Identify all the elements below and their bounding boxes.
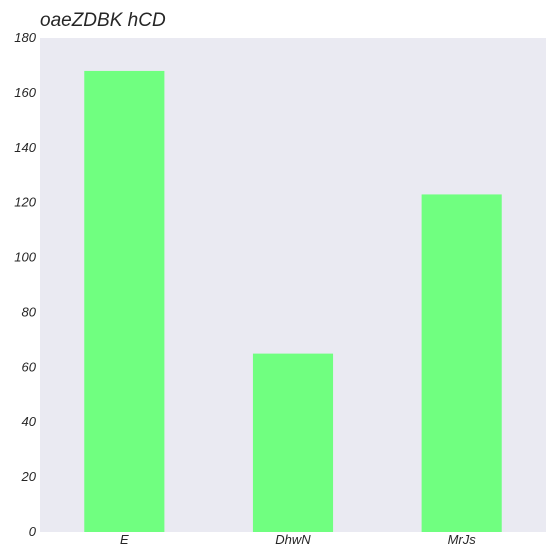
y-tick-label: 100	[14, 250, 36, 265]
chart-title: oaeZDBK hCD	[40, 10, 166, 31]
bars-group	[84, 70, 502, 532]
y-tick-label: 80	[22, 304, 37, 319]
x-axis-ticks: E DhwN MrJs	[120, 532, 476, 547]
bar-MrJs	[421, 194, 502, 532]
y-tick-label: 60	[22, 359, 37, 374]
x-tick-label: E	[120, 532, 129, 547]
y-tick-label: 180	[14, 30, 36, 45]
y-tick-label: 140	[14, 140, 36, 155]
bar-E	[84, 70, 165, 532]
x-tick-label: DhwN	[275, 532, 311, 547]
bar-DhwN	[252, 353, 334, 532]
y-tick-label: 20	[21, 469, 37, 484]
y-tick-label: 40	[22, 414, 37, 429]
y-tick-label: 120	[14, 195, 36, 210]
y-axis-ticks: 0 20 40 60 80 100 120 140 160 180	[14, 30, 36, 539]
y-tick-label: 160	[14, 85, 36, 100]
y-tick-label: 0	[29, 524, 37, 539]
x-tick-label: MrJs	[448, 532, 477, 547]
